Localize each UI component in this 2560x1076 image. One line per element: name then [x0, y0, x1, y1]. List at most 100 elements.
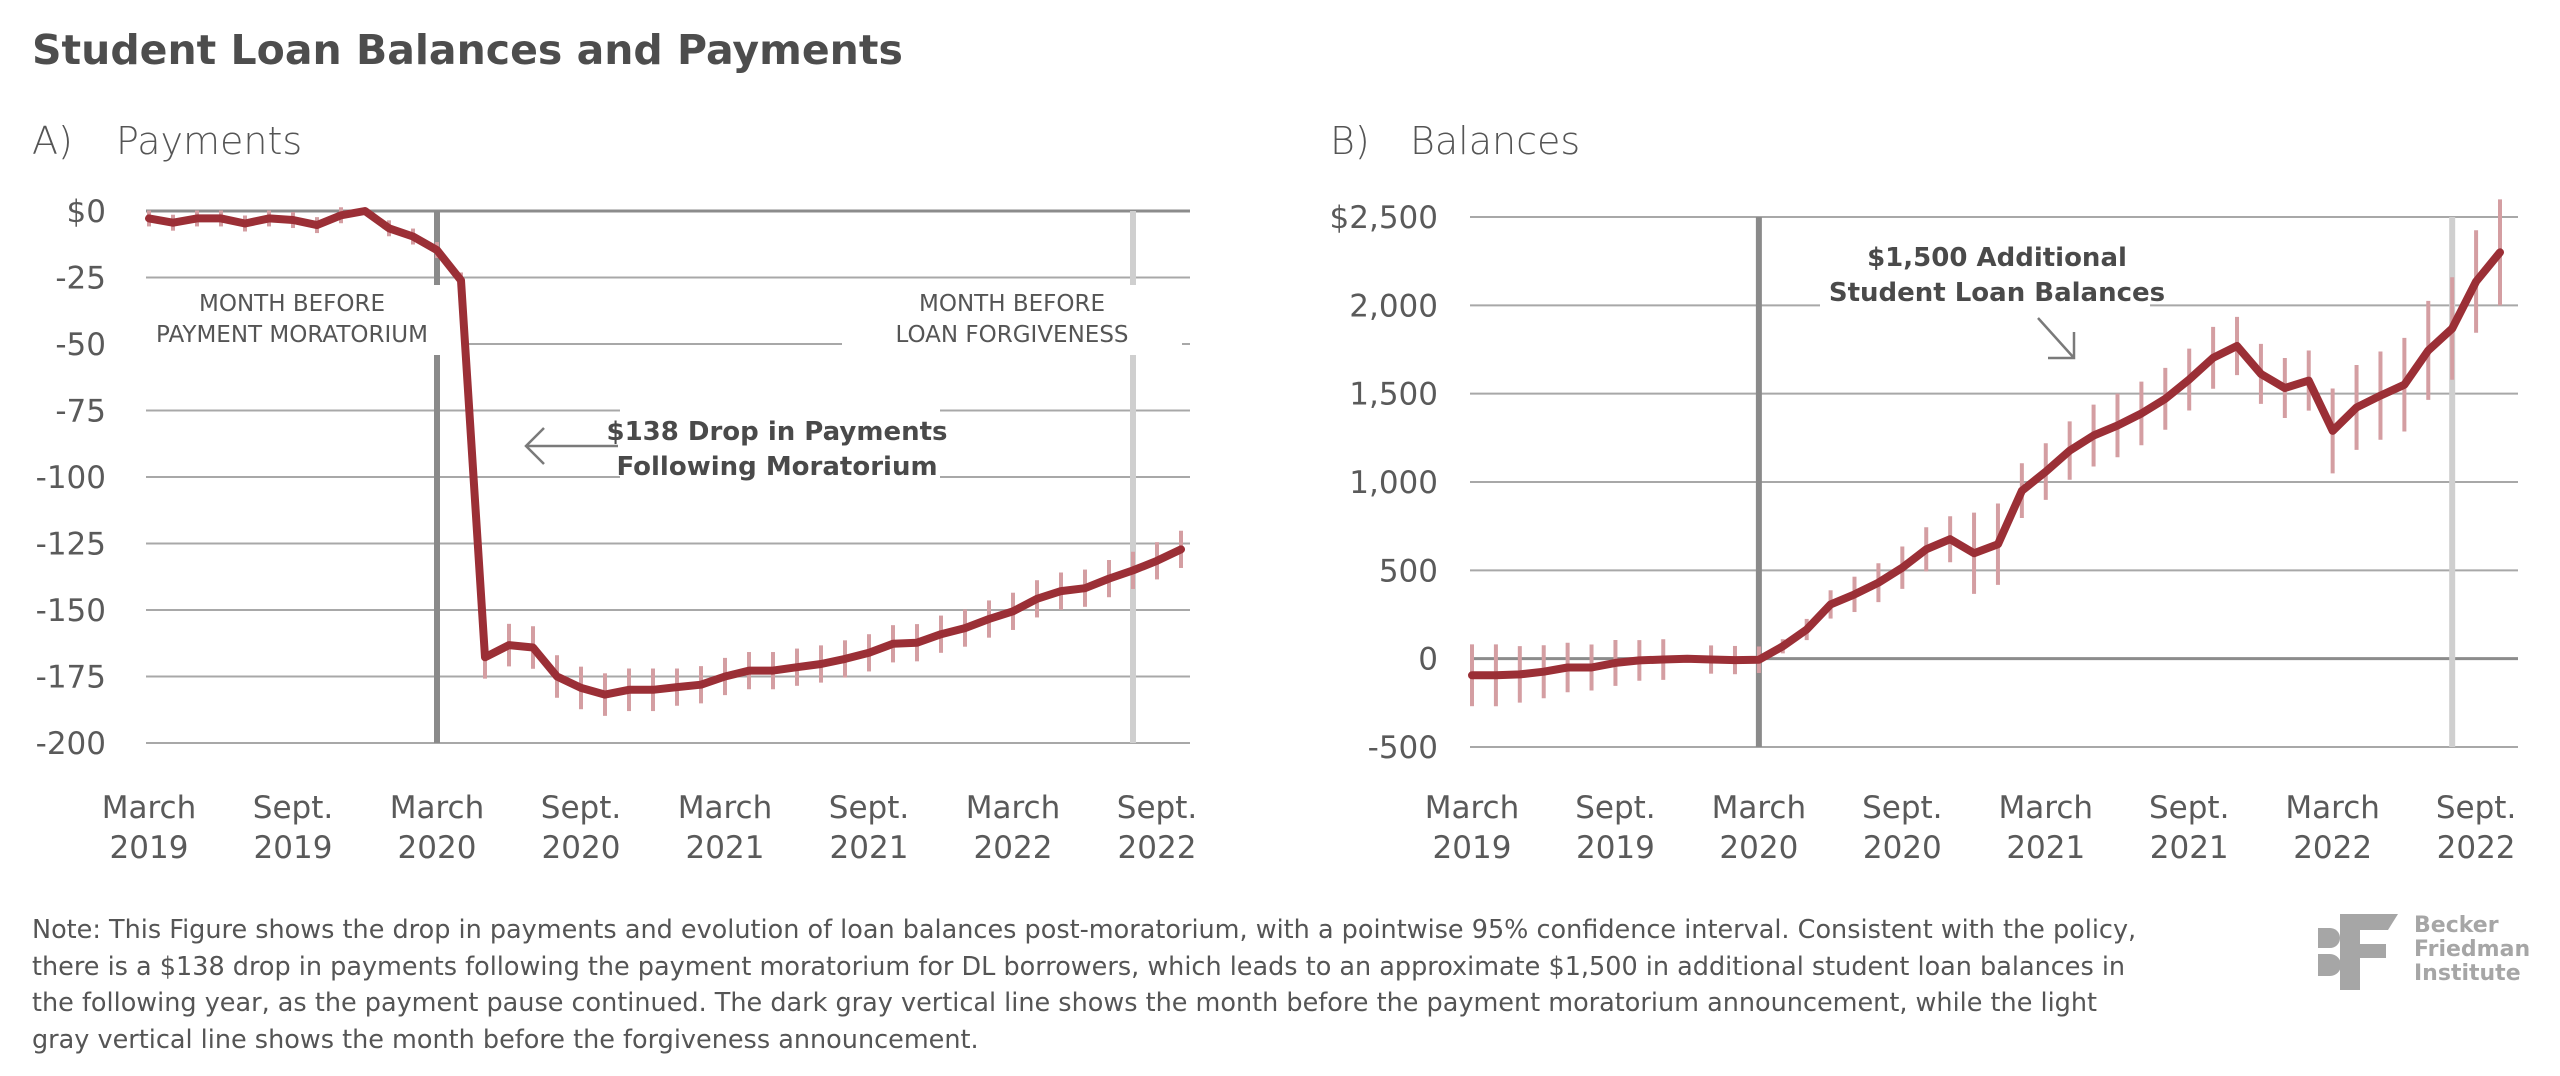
panel-b-gridlines	[1470, 216, 2518, 748]
data-point	[1876, 581, 1880, 585]
data-point	[2259, 372, 2263, 376]
y-tick-label: -100	[36, 460, 106, 496]
panel-a-letter: A)	[32, 119, 73, 163]
data-point	[987, 617, 991, 621]
data-point	[939, 632, 943, 636]
data-point	[2068, 449, 2072, 453]
data-point	[1059, 589, 1063, 593]
data-point	[2187, 378, 2191, 382]
data-point	[2426, 348, 2430, 352]
y-tick-label: 1,500	[1349, 377, 1438, 413]
data-point	[2092, 434, 2096, 438]
becker-friedman-logo: Becker Friedman Institute	[2318, 914, 2558, 1004]
data-point	[771, 669, 775, 673]
x-tick-label-month: Sept.	[253, 790, 333, 826]
x-tick-label-year: 2021	[2150, 830, 2229, 866]
y-tick-label: 0	[1418, 642, 1438, 678]
panel-b-series	[1468, 248, 2504, 680]
data-point	[1733, 658, 1737, 662]
data-point	[2235, 344, 2239, 348]
data-point	[1613, 661, 1617, 665]
data-point	[1829, 602, 1833, 606]
x-tick-label-year: 2022	[2293, 830, 2372, 866]
data-point	[2044, 470, 2048, 474]
data-point	[2331, 429, 2335, 433]
x-tick-label-year: 2020	[1719, 830, 1798, 866]
data-point	[2283, 386, 2287, 390]
data-point	[963, 626, 967, 630]
figure-title: Student Loan Balances and Payments	[32, 26, 903, 74]
annotation-text: Student Loan Balances	[1829, 278, 2165, 308]
panel-a-payments: A) Payments MONTH BEFORE PAYMENT MORATORI…	[32, 119, 1197, 866]
y-tick-label: $0	[67, 194, 106, 230]
y-tick-label: -25	[55, 261, 106, 297]
data-point	[339, 213, 343, 217]
panel-a-annotation: $138 Drop in Payments Following Moratoriu…	[524, 417, 948, 482]
reference-label-background	[122, 285, 462, 355]
data-point	[2498, 250, 2502, 254]
data-point	[1179, 547, 1183, 551]
data-point	[915, 641, 919, 645]
reference-label-background	[842, 285, 1182, 355]
data-point	[435, 248, 439, 252]
data-point	[747, 669, 751, 673]
data-point	[675, 685, 679, 689]
data-point	[2450, 326, 2454, 330]
data-point	[1131, 568, 1135, 572]
panel-b-confidence-intervals	[1470, 199, 2502, 707]
x-tick-label-month: March	[1712, 790, 1807, 826]
data-point	[1757, 658, 1761, 662]
series-line	[1468, 248, 2504, 680]
data-point	[867, 651, 871, 655]
x-tick-label-month: March	[390, 790, 485, 826]
x-tick-label-month: March	[1425, 790, 1520, 826]
y-tick-label: 500	[1379, 553, 1438, 589]
reference-line-label: MONTH BEFORE	[199, 291, 385, 317]
logo-line-1: Becker	[2414, 913, 2499, 938]
y-tick-label: -50	[55, 327, 106, 363]
data-point	[243, 222, 247, 226]
y-tick-label: -150	[36, 593, 106, 629]
series-line	[145, 207, 1185, 699]
y-tick-label: -175	[36, 660, 106, 696]
x-tick-label-year: 2022	[974, 830, 1053, 866]
data-point	[171, 221, 175, 225]
x-tick-label-month: March	[678, 790, 773, 826]
x-tick-label-year: 2020	[398, 830, 477, 866]
data-point	[2378, 394, 2382, 398]
x-tick-label-year: 2019	[1576, 830, 1655, 866]
x-tick-label-month: Sept.	[1575, 790, 1655, 826]
data-point	[195, 216, 199, 220]
data-point	[1494, 673, 1498, 677]
arrow-left-icon	[524, 427, 618, 465]
x-tick-label-year: 2022	[2437, 830, 2516, 866]
x-tick-label-month: Sept.	[2436, 790, 2516, 826]
x-tick-label-year: 2020	[1863, 830, 1942, 866]
data-point	[579, 686, 583, 690]
data-point	[1518, 672, 1522, 676]
x-tick-label-month: March	[1999, 790, 2094, 826]
data-point	[1853, 592, 1857, 596]
y-tick-label: -500	[1368, 730, 1438, 766]
reference-line-label: MONTH BEFORE	[919, 291, 1105, 317]
data-point	[2402, 383, 2406, 387]
data-point	[843, 657, 847, 661]
data-point	[1685, 657, 1689, 661]
logo-line-2: Friedman	[2414, 937, 2531, 962]
data-point	[531, 646, 535, 650]
panel-a-y-axis: $0 -25 -50 -75 -100 -125 -150 -175 -200	[36, 194, 106, 762]
data-point	[603, 693, 607, 697]
data-point	[2307, 379, 2311, 383]
reference-line-label: LOAN FORGIVENESS	[895, 322, 1128, 348]
logo-wordmark: Becker Friedman Institute	[2414, 914, 2530, 986]
panel-b-title: Balances	[1410, 119, 1580, 163]
data-point	[1972, 551, 1976, 555]
data-point	[1661, 658, 1665, 662]
x-tick-label-year: 2019	[1433, 830, 1512, 866]
data-point	[1637, 658, 1641, 662]
y-tick-label: $2,500	[1330, 200, 1438, 236]
arrow-down-right-icon	[2037, 317, 2076, 360]
x-tick-label-year: 2021	[2006, 830, 2085, 866]
reference-line-label: PAYMENT MORATORIUM	[156, 322, 428, 348]
